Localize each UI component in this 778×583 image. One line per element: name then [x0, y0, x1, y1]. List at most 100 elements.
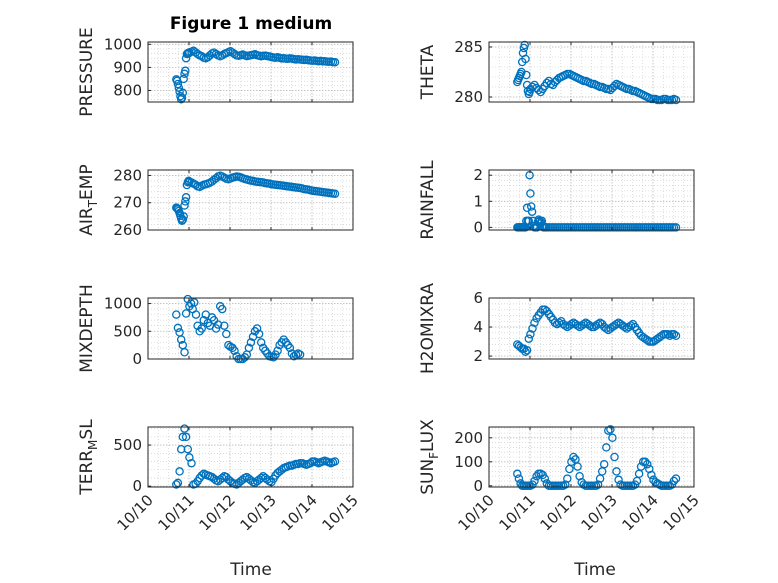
axes-box: [147, 426, 354, 488]
data-point: [669, 476, 679, 486]
data-point: [273, 346, 282, 355]
data-point: [521, 54, 530, 64]
data-point: [626, 321, 636, 330]
data-point: [612, 319, 621, 329]
data-point: [540, 474, 550, 483]
data-point: [550, 318, 560, 327]
y-tick-label: 800: [113, 81, 142, 99]
data-point: [181, 193, 191, 202]
data-point: [573, 462, 582, 471]
x-tick-label: 10/15: [319, 491, 362, 534]
subplot-h2omixra: 2 4 6 H2OMIXRA: [418, 283, 695, 374]
data-point: [563, 474, 572, 483]
data-point: [528, 324, 537, 333]
data-point: [614, 475, 623, 485]
data-point: [640, 457, 650, 467]
data-point: [177, 216, 187, 225]
data-point: [526, 330, 535, 339]
data-point: [211, 49, 221, 59]
subplot-pressure: 800 900 1000 PRESSURE: [77, 27, 354, 117]
y-tick-label: 900: [113, 58, 142, 76]
data-point: [599, 459, 609, 469]
data-point: [657, 331, 666, 341]
axes-box: [488, 169, 695, 231]
data-point: [526, 189, 535, 198]
axes-box: [488, 297, 695, 360]
data-point: [643, 335, 652, 345]
data-point: [220, 321, 229, 330]
data-point: [181, 66, 190, 76]
x-tick-label: 10/13: [578, 491, 621, 534]
y-axis-label: RAINFALL: [418, 160, 438, 240]
data-point: [606, 425, 615, 434]
subplot-sun_flux: 0 100 200 SUNFLUX 10/1010/1110/1210/1310/141…: [418, 419, 703, 535]
data-point: [585, 321, 595, 330]
subplot-mixdepth: 0 500 1000 MIXDEPTH: [77, 284, 354, 373]
data-point: [647, 470, 656, 480]
x-axis-label-right: Time: [573, 560, 616, 580]
data-point: [178, 88, 188, 98]
data-point: [230, 49, 239, 59]
x-tick-label: 10/10: [114, 491, 157, 534]
data-point: [306, 458, 315, 468]
axes-box: [147, 169, 354, 231]
y-tick-label: 2: [473, 166, 483, 184]
data-point: [217, 473, 227, 483]
data-point: [181, 432, 191, 442]
y-tick-label: 200: [454, 429, 483, 447]
x-tick-label: 10/11: [155, 491, 198, 534]
data-point: [522, 346, 532, 355]
data-point: [567, 319, 576, 329]
data-point: [230, 346, 239, 355]
data-point: [185, 453, 194, 462]
data-point: [252, 324, 262, 333]
subplot-rainfall: 0 1 2 RAINFALL: [418, 160, 695, 240]
data-point: [524, 334, 534, 343]
axes-box: [147, 297, 354, 360]
x-tick-label: 10/10: [455, 491, 498, 534]
y-tick-label: 1: [473, 192, 483, 210]
data-point: [173, 79, 183, 89]
data-point: [197, 52, 206, 61]
x-tick-label: 10/15: [660, 491, 703, 534]
x-tick-label: 10/11: [496, 491, 539, 534]
data-point: [610, 452, 619, 462]
data-point: [579, 319, 588, 329]
data-point: [181, 197, 190, 206]
y-axis-label: TERRMSL: [77, 419, 100, 496]
y-tick-label: 285: [454, 38, 483, 56]
y-axis-label: SUNFLUX: [418, 419, 441, 495]
y-tick-label: 0: [132, 477, 142, 495]
data-point: [330, 58, 340, 67]
subplot-theta: 280 285 THETA: [418, 38, 695, 106]
y-axis-label: AIRTEMP: [77, 164, 100, 235]
x-tick-label: 10/14: [278, 491, 321, 534]
y-tick-label: 0: [473, 477, 483, 495]
data-point: [520, 40, 529, 50]
data-point: [665, 331, 675, 341]
data-point: [612, 467, 621, 476]
data-point: [179, 212, 188, 221]
data-point: [569, 452, 578, 462]
y-tick-label: 0: [132, 350, 142, 368]
data-point: [172, 310, 181, 319]
data-point: [330, 189, 340, 198]
data-point: [573, 321, 582, 330]
y-axis-label: THETA: [418, 44, 438, 100]
y-tick-label: 1000: [104, 295, 142, 313]
y-axis-label: H2OMIXRA: [418, 283, 438, 374]
x-axis-label-left: Time: [229, 560, 272, 580]
data-point: [191, 310, 201, 319]
data-point: [526, 202, 536, 211]
data-point: [254, 329, 264, 339]
data-point: [522, 70, 531, 80]
data-point: [174, 83, 184, 92]
data-point: [663, 330, 673, 339]
data-point: [671, 331, 681, 341]
y-tick-label: 2: [473, 347, 483, 365]
data-point: [173, 323, 183, 333]
data-point: [176, 335, 186, 344]
subplot-air_temp: 260 270 280 AIRTEMP: [77, 164, 354, 239]
